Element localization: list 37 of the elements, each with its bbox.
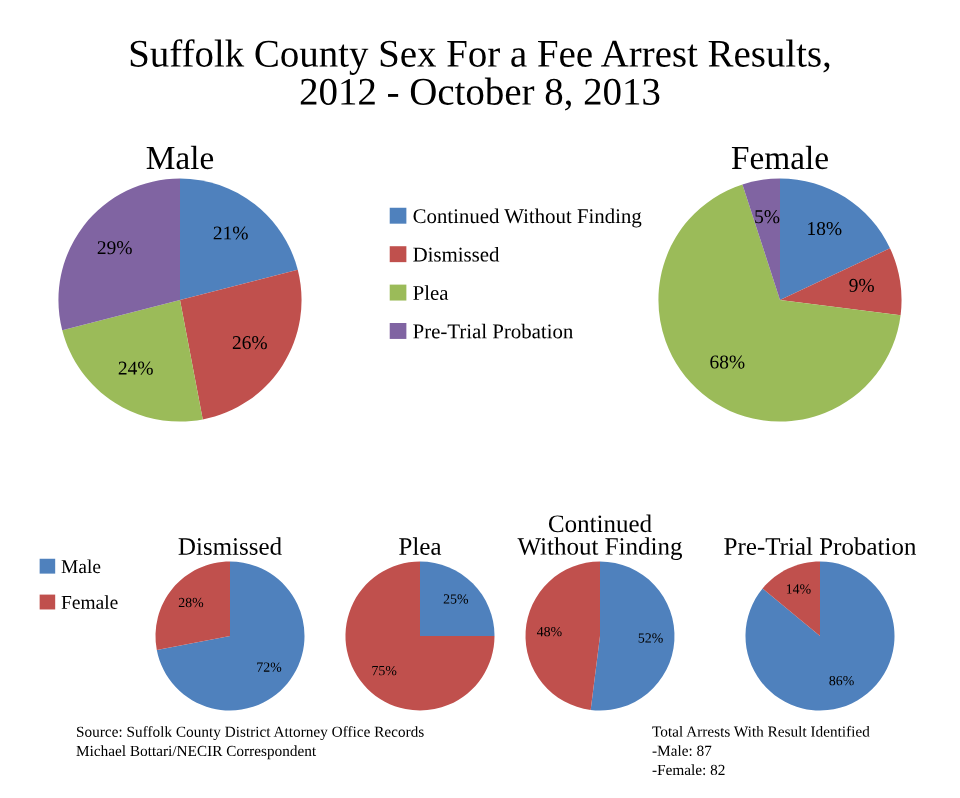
legend-label: Continued Without Finding — [413, 208, 642, 228]
pie-slice — [156, 561, 305, 711]
pie-slice — [155, 561, 230, 650]
data-label: 24% — [118, 361, 153, 375]
chart-title: Continued Without Finding — [517, 514, 683, 560]
data-label: 26% — [232, 336, 267, 350]
pie-slice — [742, 178, 780, 300]
pie-slice — [590, 561, 675, 711]
chart-title: Dismissed — [178, 537, 282, 555]
data-label: 5% — [755, 210, 780, 224]
legend-label: Female — [61, 595, 118, 609]
legend-label: Pre-Trial Probation — [413, 323, 573, 339]
data-label: 18% — [808, 221, 842, 236]
pie-slice — [180, 269, 302, 420]
data-label: 9% — [849, 278, 874, 292]
legend-label: Male — [61, 559, 101, 574]
pie-slice — [420, 561, 495, 636]
pie-slice — [62, 300, 203, 422]
chart-title: Male — [146, 145, 214, 170]
pie-slice — [180, 178, 298, 300]
pie-slice — [345, 561, 495, 711]
pie-slice — [762, 561, 820, 636]
pie-slice — [780, 178, 890, 300]
data-label: 68% — [710, 355, 745, 369]
pie-slice — [745, 561, 895, 711]
chart-title: Female — [731, 145, 828, 170]
legend-label: Dismissed — [413, 246, 500, 262]
chart-title: Pre-Trial Probation — [724, 537, 917, 555]
legend-label: Plea — [413, 285, 449, 301]
pie-slice — [780, 248, 902, 316]
pie-slice — [658, 184, 901, 422]
chart-title: Plea — [399, 537, 442, 555]
data-label: 21% — [213, 226, 248, 240]
text: Suffolk County Sex For a Fee Arrest Results, 2012 - October 8, 2013 — [130, 39, 830, 111]
pie-slice — [525, 561, 600, 710]
pie-slice — [58, 178, 180, 331]
data-label: 29% — [97, 241, 132, 255]
